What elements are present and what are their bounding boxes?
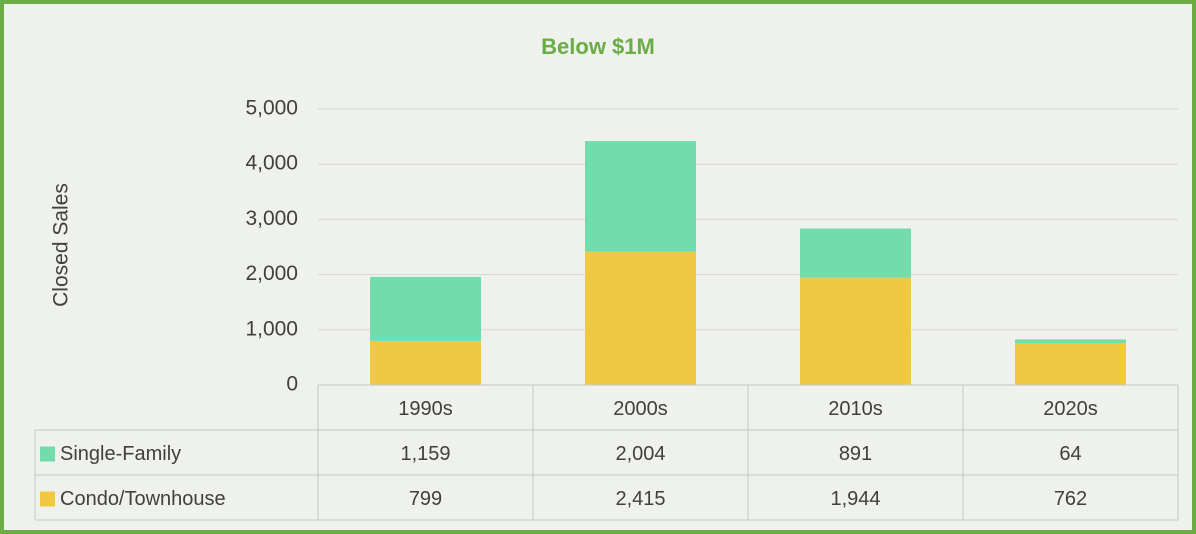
- legend-swatch: [40, 446, 55, 462]
- table-value: 64: [1059, 443, 1081, 465]
- y-tick-label: 0: [286, 373, 298, 396]
- x-tick-label: 2020s: [1043, 398, 1098, 420]
- chart-title: Below $1M: [541, 34, 655, 59]
- bar-segment: [370, 276, 481, 341]
- bar-segment: [585, 251, 696, 385]
- bar-segment: [370, 340, 481, 385]
- table-value: 2,415: [615, 488, 665, 510]
- y-tick-label: 5,000: [245, 97, 298, 120]
- bar-segment: [585, 141, 696, 252]
- table-value: 891: [839, 443, 872, 465]
- bar-segment: [1015, 339, 1126, 343]
- legend-swatch: [40, 491, 55, 507]
- table-value: 1,944: [830, 488, 880, 510]
- bar-segment: [800, 228, 911, 278]
- x-tick-label: 2010s: [828, 398, 883, 420]
- x-tick-label: 2000s: [613, 398, 668, 420]
- bar-segment: [800, 277, 911, 385]
- table-value: 1,159: [400, 443, 450, 465]
- table-value: 799: [409, 488, 442, 510]
- table-value: 762: [1054, 488, 1087, 510]
- y-tick-label: 4,000: [245, 152, 298, 175]
- y-tick-label: 1,000: [245, 317, 298, 340]
- y-tick-label: 2,000: [245, 262, 298, 285]
- y-tick-label: 3,000: [245, 207, 298, 230]
- legend-label: Single-Family: [60, 443, 181, 465]
- bar-segment: [1015, 342, 1126, 385]
- legend-label: Condo/Townhouse: [60, 488, 226, 510]
- table-value: 2,004: [615, 443, 665, 465]
- x-tick-label: 1990s: [398, 398, 453, 420]
- y-axis-label: Closed Sales: [50, 183, 73, 307]
